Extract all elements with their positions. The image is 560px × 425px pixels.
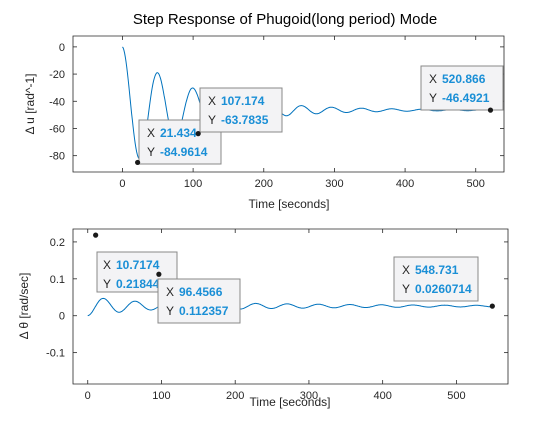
y-tick-label: 0: [59, 311, 65, 323]
axes-top[interactable]: 0 100 200 300 400 500 0 -20 -40 -60 -80 Time [seco…: [23, 35, 505, 211]
datatip-x-key: X: [429, 72, 437, 86]
y-axis-label-top: Δ u [rad^-1]: [23, 73, 37, 134]
datatip-box: [157, 278, 241, 324]
datatip-x-value: 520.866: [442, 72, 486, 86]
x-tick-label: 0: [85, 390, 91, 402]
datatip-x-key: X: [402, 263, 410, 277]
x-tick-label: 400: [373, 390, 391, 402]
datatip-y-key: Y: [103, 277, 111, 291]
datatip[interactable]: X 548.731 Y 0.0260714: [393, 256, 495, 309]
datatip-marker: [489, 303, 495, 309]
datatip-box: [393, 256, 479, 302]
datatip-y-value: -63.7835: [221, 113, 269, 127]
y-tick-label: 0: [59, 42, 65, 54]
datatip-y-key: Y: [402, 282, 410, 296]
y-tick-label: -60: [49, 123, 65, 135]
x-tick-label: 300: [300, 390, 318, 402]
datatip-x-value: 10.7174: [116, 258, 160, 272]
datatip-marker: [156, 271, 162, 277]
datatip[interactable]: X 96.4566 Y 0.112357: [156, 271, 241, 324]
datatip-y-value: 0.112357: [179, 304, 229, 318]
datatip-x-value: 107.174: [221, 94, 265, 108]
datatip-x-value: 548.731: [415, 263, 459, 277]
y-tick-label: -20: [49, 69, 65, 81]
x-tick-label: 500: [447, 390, 465, 402]
x-tick-label: 500: [467, 178, 485, 190]
series-line-dtheta: [87, 297, 494, 317]
x-tick-label: 200: [226, 390, 244, 402]
axes-bottom-frame: [72, 228, 509, 385]
y-tick-label: -80: [49, 151, 65, 163]
datatip-y-value: 0.218448: [116, 277, 166, 291]
datatip-x-value: 96.4566: [179, 285, 223, 299]
x-axis-label-top: Time [seconds]: [249, 197, 330, 211]
datatip-marker: [487, 107, 494, 113]
x-tick-label: 0: [119, 178, 125, 190]
datatip-x-key: X: [103, 258, 111, 272]
axes-top-frame: [72, 35, 505, 173]
y-axis-label-bottom: Δ θ [rad/sec]: [17, 273, 31, 340]
datatip-y-value: -46.4921: [442, 91, 490, 105]
datatip-y-key: Y: [208, 113, 216, 127]
datatip-box: [420, 65, 504, 111]
datatip-y-value: -84.9614: [160, 145, 208, 159]
x-axis-label-bottom: Time [seconds]: [250, 395, 331, 409]
y-tick-label: 0.1: [50, 274, 65, 286]
y-tick-label: 0.2: [50, 237, 65, 249]
x-tick-label: 300: [325, 178, 343, 190]
y-tick-label: -0.1: [46, 348, 65, 360]
datatip-x-value: 21.434: [160, 126, 197, 140]
datatip-marker: [135, 159, 141, 166]
datatip-x-key: X: [166, 285, 174, 299]
y-tick-label: -40: [49, 96, 65, 108]
axes-top-ticks: 0 100 200 300 400 500 0 -20 -40 -60 -80: [49, 36, 504, 190]
datatip-y-key: Y: [147, 145, 155, 159]
datatip-y-key: Y: [429, 91, 437, 105]
axes-bottom-ticks: 0 100 200 300 400 500 0.2 0.1 0 -0.1: [46, 229, 508, 402]
datatip-marker: [195, 131, 201, 137]
chart-title: Step Response of Phugoid(long period) Mo…: [133, 11, 437, 28]
datatip-x-key: X: [147, 126, 155, 140]
datatip-box: [199, 87, 283, 133]
x-tick-label: 100: [184, 178, 202, 190]
x-tick-label: 400: [396, 178, 414, 190]
datatip-marker: [93, 232, 99, 238]
datatip[interactable]: X 21.434 Y -84.9614: [135, 119, 222, 166]
datatips-top: X 21.434 Y -84.9614 X 107.174 Y -63.7835 X 520.86…: [135, 65, 504, 166]
axes-bottom[interactable]: 0 100 200 300 400 500 0.2 0.1 0 -0.1 Time [second…: [17, 228, 509, 409]
datatip-y-value: 0.0260714: [415, 282, 472, 296]
datatip-y-key: Y: [166, 304, 174, 318]
x-tick-label: 200: [255, 178, 273, 190]
datatip[interactable]: X 10.7174 Y 0.218448: [93, 232, 178, 293]
datatip-box: [96, 251, 178, 293]
datatip[interactable]: X 107.174 Y -63.7835: [195, 87, 283, 137]
x-tick-label: 100: [152, 390, 170, 402]
datatip[interactable]: X 520.866 Y -46.4921: [420, 65, 504, 113]
datatip-x-key: X: [208, 94, 216, 108]
